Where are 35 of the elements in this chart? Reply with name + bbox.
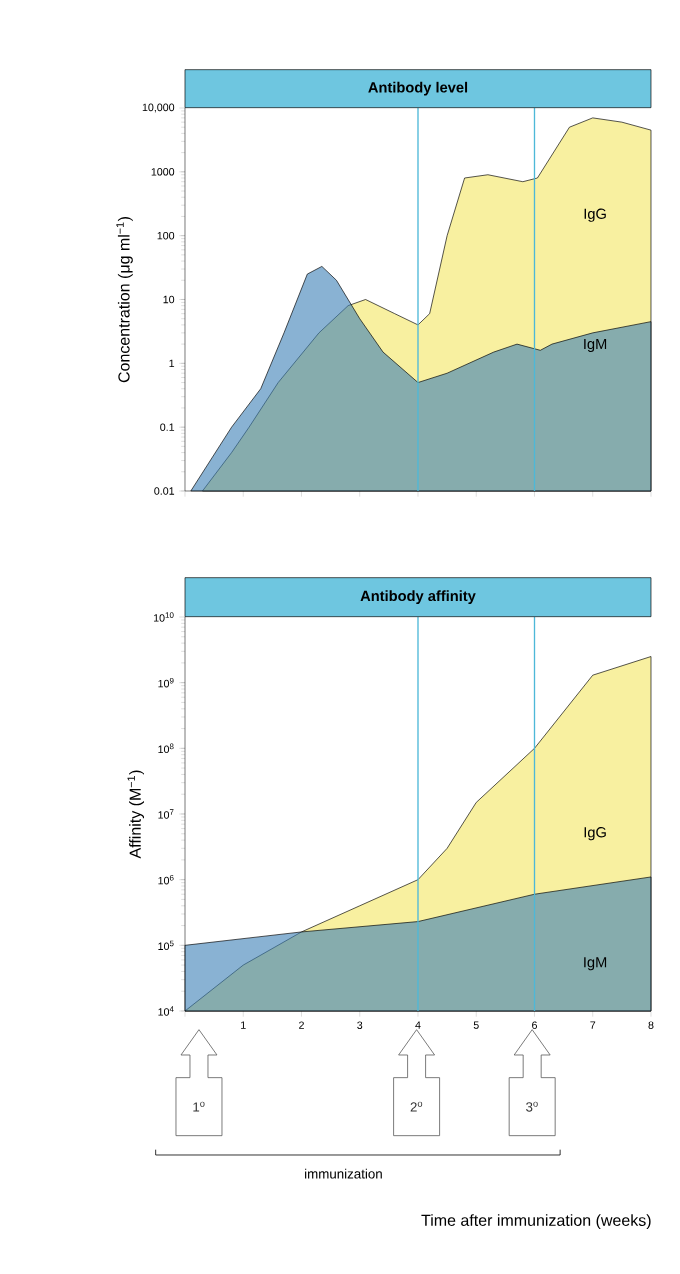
x-tick-label: 6 xyxy=(532,1021,537,1029)
x-tick-label: 4 xyxy=(415,1021,421,1029)
y-axis-title: Concentration (μg ml$^{−1}$) xyxy=(116,217,133,383)
text: immunization xyxy=(305,1168,382,1179)
y-tick-label: 0.1 xyxy=(160,423,175,431)
y-tick-label: 10$^{5}$ xyxy=(158,940,174,951)
chart-title: Antibody level xyxy=(368,81,468,96)
text: 1$^{o}$ xyxy=(193,1101,205,1112)
y-tick-label: 10$^{10}$ xyxy=(153,612,174,622)
y-tick-label: 100 xyxy=(157,231,175,240)
series-label: IgM xyxy=(584,338,607,353)
chart-title: Antibody affinity xyxy=(360,590,476,604)
series-label: IgG xyxy=(584,827,606,841)
y-tick-label: 10$^{7}$ xyxy=(158,809,174,819)
series-label: IgG xyxy=(584,208,606,222)
y-tick-label: 0.01 xyxy=(154,487,175,495)
y-tick-label: 1 xyxy=(169,359,175,367)
y-tick-label: 10$^{8}$ xyxy=(158,743,174,754)
x-tick-label: 2 xyxy=(299,1021,304,1029)
x-tick-label: 1 xyxy=(241,1021,246,1029)
y-tick-label: 10 xyxy=(163,295,175,304)
y-tick-label: 10$^{9}$ xyxy=(158,677,174,688)
text: 3$^{o}$ xyxy=(526,1101,538,1112)
y-tick-label: 1000 xyxy=(151,168,175,176)
y-tick-label: 10,000 xyxy=(142,103,175,113)
y-tick-label: 10$^{6}$ xyxy=(158,874,174,885)
series-label: IgM xyxy=(584,957,607,971)
y-axis-title: Affinity (M$^{−1}$) xyxy=(127,770,145,859)
x-tick-label: 3 xyxy=(357,1021,363,1029)
text: 2$^{o}$ xyxy=(410,1101,423,1112)
x-axis-title: Time after immunization (weeks) xyxy=(421,1214,651,1230)
x-tick-label: 5 xyxy=(473,1021,479,1029)
y-tick-label: 10$^{4}$ xyxy=(158,1006,174,1016)
x-tick-label: 7 xyxy=(590,1021,596,1029)
x-tick-label: 8 xyxy=(648,1021,654,1029)
